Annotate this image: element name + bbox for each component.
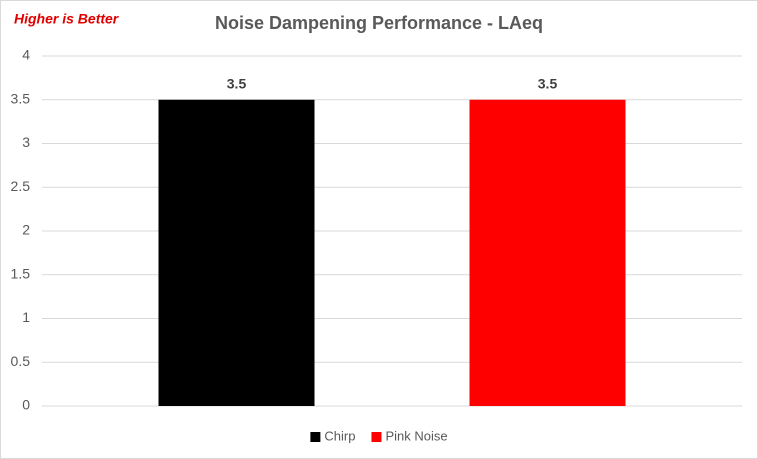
y-tick-label: 0.5 <box>11 353 31 369</box>
legend-label: Pink Noise <box>385 428 447 443</box>
y-tick-label: 2.5 <box>11 178 31 194</box>
y-tick-label: 3 <box>22 134 30 150</box>
y-tick-label: 2 <box>22 222 30 238</box>
bar <box>158 99 315 406</box>
y-tick-label: 3.5 <box>11 90 31 106</box>
legend-swatch <box>371 432 382 442</box>
y-tick-label: 0 <box>22 397 30 413</box>
y-tick-label: 1 <box>22 309 30 325</box>
legend-swatch <box>310 432 321 442</box>
value-label: 3.5 <box>538 75 558 91</box>
y-tick-label: 4 <box>22 47 30 63</box>
legend-label: Chirp <box>324 428 355 443</box>
annotation: Higher is Better <box>14 11 120 27</box>
chart-title: Noise Dampening Performance - LAeq <box>215 13 543 33</box>
value-label: 3.5 <box>227 75 247 91</box>
bar <box>469 99 626 406</box>
y-tick-label: 1.5 <box>11 265 31 281</box>
